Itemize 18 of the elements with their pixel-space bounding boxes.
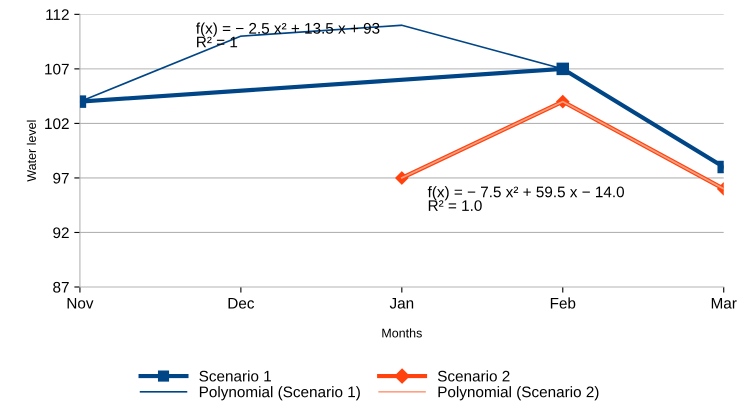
legend-label: Scenario 1 (199, 370, 271, 382)
y-tick-label: 87 (53, 282, 69, 293)
y-tick-label: 92 (53, 227, 69, 238)
y-tick-label: 112 (46, 9, 69, 20)
legend-label: Scenario 2 (438, 370, 510, 382)
annotation: f(x) = − 7.5 x² + 59.5 x − 14.0 R² = 1.0 (428, 186, 624, 212)
legend-label: Polynomial (Scenario 1) (200, 386, 360, 400)
x-tick-label: Dec (228, 298, 254, 309)
x-axis-title: Months (382, 328, 422, 338)
legend-label: Polynomial (Scenario 2) (438, 386, 598, 400)
y-tick-label: 107 (45, 64, 69, 75)
y-axis-title: Water level (26, 120, 36, 182)
x-tick-label: Jan (390, 298, 414, 309)
x-tick-label: Feb (550, 297, 576, 309)
x-tick-label: Nov (68, 298, 94, 309)
y-tick-label: 97 (53, 172, 69, 184)
x-tick-label: Mar (712, 298, 737, 309)
y-tick-label: 102 (45, 118, 69, 130)
